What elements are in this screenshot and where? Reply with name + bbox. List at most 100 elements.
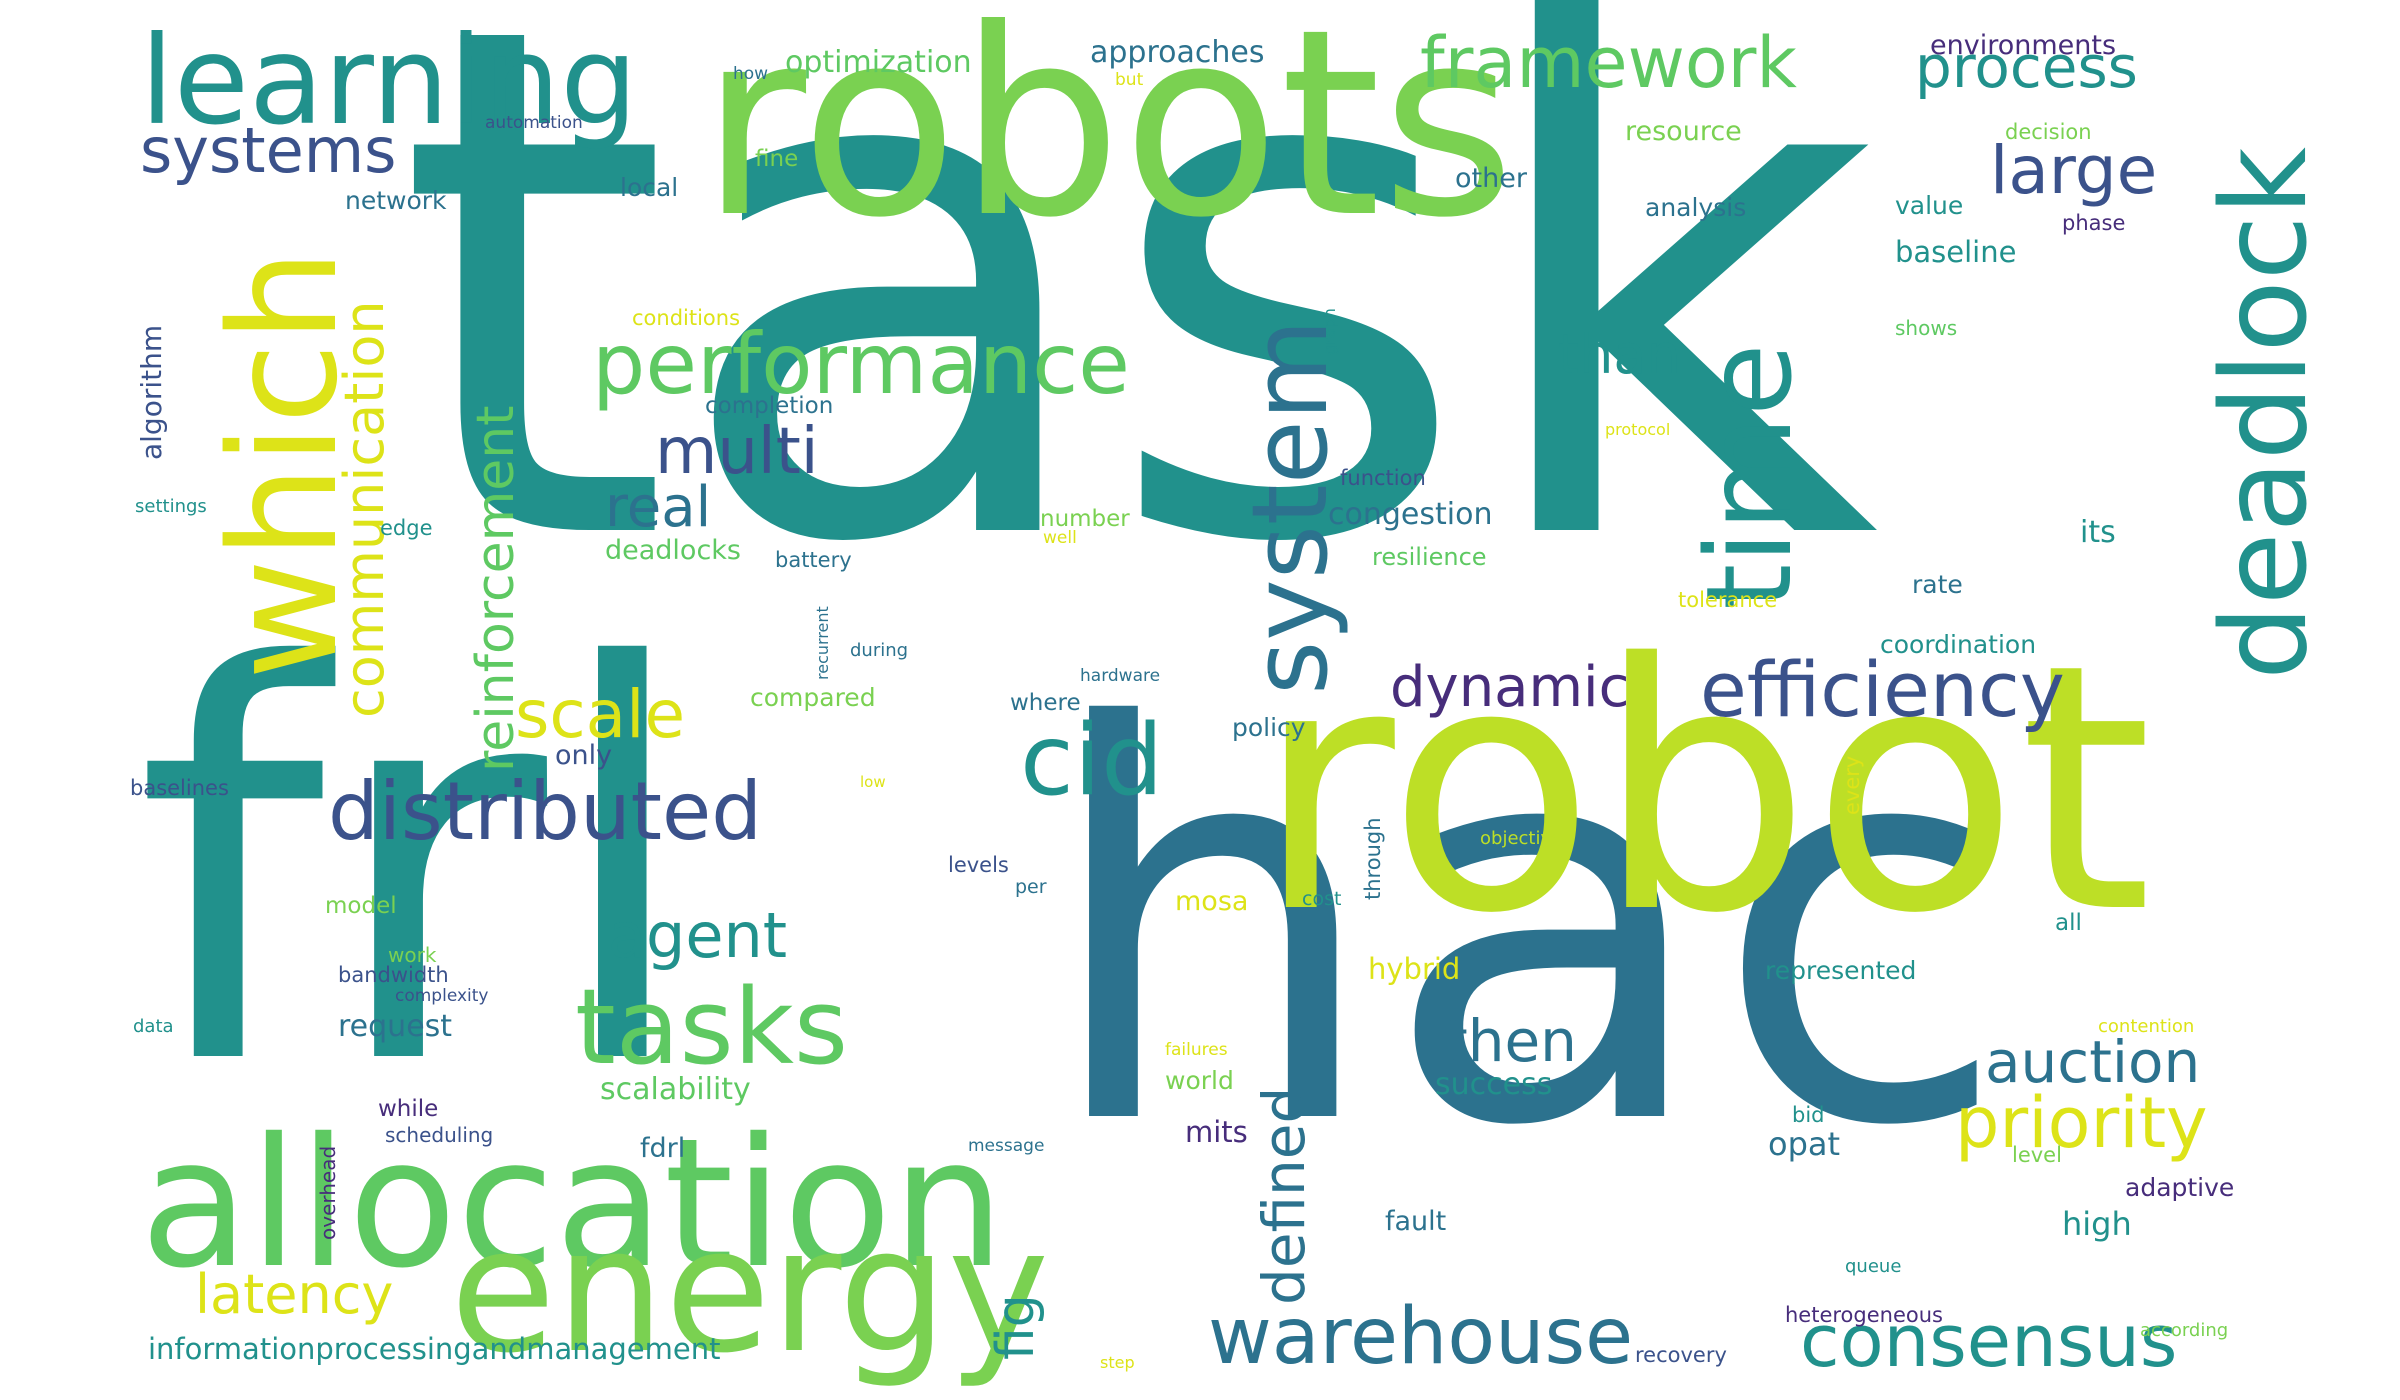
word-network: network (345, 186, 447, 215)
word-robot: robot (1255, 592, 2153, 988)
word-scalability: scalability (600, 1072, 751, 1107)
word-dynamic: dynamic (1390, 655, 1630, 720)
word-algorithm: algorithm (135, 324, 168, 460)
word-work: work (388, 943, 437, 967)
word-decision: decision (2005, 120, 2092, 144)
word-opat: opat (1768, 1125, 1841, 1163)
word-per: per (1015, 876, 1047, 898)
word-resilience: resilience (1372, 543, 1487, 571)
word-conditions: conditions (632, 306, 741, 330)
word-systems: systems (140, 114, 397, 187)
word-defined: defined (1250, 1086, 1318, 1305)
word-task: task (395, 0, 1880, 697)
word-where: where (1010, 690, 1081, 716)
word-time: time (1680, 343, 1818, 610)
word-congestion: congestion (1328, 497, 1493, 532)
word-analysis: analysis (1645, 193, 1747, 222)
word-deadlocks: deadlocks (605, 535, 742, 566)
word-while: while (378, 1096, 439, 1122)
word-automation: automation (485, 113, 583, 133)
word-heterogeneous: heterogeneous (1785, 1303, 1943, 1327)
word-fdrl: fdrl (640, 1133, 686, 1164)
word-all: all (2055, 910, 2082, 936)
word-during: during (850, 640, 909, 661)
word-model: model (325, 893, 397, 919)
word-learning: learning (140, 10, 638, 152)
word-completion: completion (705, 393, 834, 419)
word-fault: fault (1385, 1206, 1447, 1237)
word-baseline: baseline (1895, 235, 2017, 269)
word-phase: phase (2062, 211, 2126, 235)
word-coordination: coordination (1880, 630, 2037, 659)
word-process: process (1915, 33, 2138, 101)
word-queue: queue (1845, 1256, 1902, 1277)
word-mosa: mosa (1175, 886, 1249, 917)
word-latency: latency (195, 1263, 394, 1326)
word-adaptive: adaptive (2125, 1173, 2235, 1202)
word-consensus: consensus (1800, 1299, 2178, 1383)
word-cost: cost (1302, 888, 1342, 910)
word-real: real (605, 475, 712, 540)
word-framework: framework (1420, 22, 1797, 104)
word-function: function (1340, 466, 1426, 490)
word-system: system (1229, 319, 1351, 695)
word-through: through (1361, 817, 1385, 900)
word-battery: battery (775, 548, 852, 572)
word-efficiency: efficiency (1700, 645, 2065, 734)
word-number: number (1040, 506, 1130, 532)
word-environments: environments (1930, 30, 2117, 61)
word-than: than (1558, 323, 1681, 386)
word-step: step (1100, 1353, 1135, 1372)
word-failures: failures (1165, 1040, 1228, 1060)
word-energy: energy (450, 1190, 1050, 1391)
word-high: high (2062, 1205, 2132, 1243)
word-communication: communication (333, 300, 396, 718)
word-agent: agent (608, 899, 788, 972)
word-compared: compared (750, 683, 876, 712)
word-performance: performance (592, 315, 1130, 413)
word-deadlock: deadlock (2195, 147, 2333, 680)
word-allocation: allocation (140, 1100, 1005, 1307)
word-tasks: tasks (575, 966, 849, 1088)
word-baselines: baselines (130, 776, 229, 800)
word-how: how (733, 64, 769, 84)
word-recurrent: recurrent (813, 606, 832, 680)
word-every: every (1840, 755, 1864, 815)
word-according: according (2140, 1320, 2229, 1341)
word-approaches: approaches (1090, 35, 1265, 70)
word-low: low (860, 773, 886, 791)
word-recovery: recovery (1635, 1343, 1727, 1367)
word-rate: rate (1912, 570, 1963, 599)
word-priority: priority (1955, 1082, 2208, 1164)
word-resource: resource (1625, 116, 1742, 147)
word-scheduling: scheduling (385, 1123, 494, 1147)
word-message: message (968, 1136, 1045, 1156)
word-then: then (1445, 1007, 1577, 1075)
word-overhead: overhead (316, 1145, 340, 1240)
word-shows: shows (1895, 316, 1958, 340)
word-contention: contention (2098, 1016, 2195, 1037)
word-well: well (1043, 528, 1077, 548)
word-request: request (338, 1009, 453, 1044)
word-robots: robots (700, 0, 1516, 274)
word-level: level (2012, 1143, 2062, 1167)
word-only: only (555, 740, 613, 771)
word-bid: bid (1792, 1103, 1825, 1127)
word-bandwidth: bandwidth (338, 963, 449, 987)
word-auction: auction (1985, 1028, 2201, 1096)
word-value: value (1895, 191, 1964, 220)
word-scale: scale (515, 676, 686, 753)
word-hybrid: hybrid (1368, 952, 1461, 986)
word-levels: levels (948, 853, 1009, 877)
word-its: its (2080, 515, 2116, 550)
word-protocol: protocol (1605, 420, 1671, 439)
word-mits: mits (1185, 1115, 1248, 1149)
word-warehouse: warehouse (1208, 1292, 1634, 1382)
word-world: world (1165, 1066, 1234, 1095)
word-but: but (1115, 70, 1144, 90)
word-success: success (1435, 1067, 1553, 1102)
word-local: local (620, 173, 679, 202)
word-complexity: complexity (395, 986, 489, 1006)
word-cid: cid (1020, 704, 1164, 818)
